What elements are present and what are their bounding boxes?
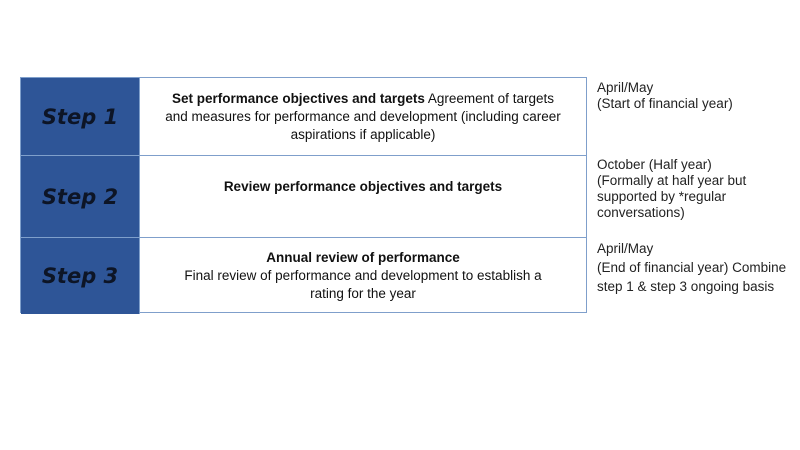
step-title: Annual review of performance (266, 250, 460, 265)
step-label: Step 3 (41, 264, 119, 288)
step-description: Agreement of targets and measures for pe… (165, 90, 561, 142)
step-description-cell: Review performance objectives and target… (140, 156, 586, 237)
step-row-1: Step 1 Set performance objectives and ta… (21, 78, 586, 155)
step-label: Step 1 (41, 104, 119, 129)
step-label-cell: Step 2 (21, 156, 140, 237)
step-description-cell: Annual review of performance Final revie… (140, 238, 586, 314)
step-3-timing: April/May (End of financial year) Combin… (597, 241, 787, 294)
step-1-timing: April/May (Start of financial year) (597, 80, 733, 111)
step-label-cell: Step 3 (21, 238, 140, 314)
step-row-3: Step 3 Annual review of performance Fina… (21, 237, 586, 314)
step-row-2: Step 2 Review performance objectives and… (21, 155, 586, 237)
step-description-cell: Set performance objectives and targets A… (140, 78, 586, 155)
performance-steps-table: Step 1 Set performance objectives and ta… (20, 77, 587, 314)
step-label: Step 2 (41, 184, 119, 209)
step-title: Set performance objectives and targets (172, 90, 425, 106)
step-2-timing: October (Half year) (Formally at half ye… (597, 157, 747, 220)
step-title: Review performance objectives and target… (223, 179, 503, 194)
step-description: Final review of performance and developm… (184, 268, 542, 301)
step-label-cell: Step 1 (21, 78, 140, 155)
